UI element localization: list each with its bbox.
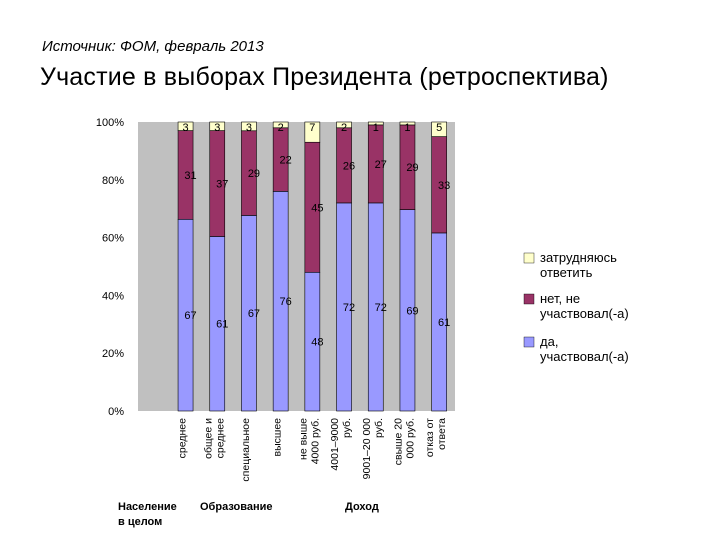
y-tick-label: 20%: [102, 348, 124, 360]
x-tick-label: высшее: [272, 418, 284, 457]
data-label: 26: [343, 160, 355, 172]
slide-title: Участие в выборах Президента (ретроспект…: [40, 63, 609, 91]
source-note: Источник: ФОМ, февраль 2013: [42, 38, 264, 55]
data-label: 61: [438, 317, 450, 329]
y-tick-label: 80%: [102, 175, 124, 187]
bar-segment: [399, 121, 416, 126]
data-label: 7: [309, 122, 315, 134]
data-label: 76: [280, 296, 292, 308]
bar-segment: [272, 121, 289, 129]
bar-segment: [241, 121, 257, 132]
x-tick-label: 9001–20 000руб.: [361, 418, 385, 479]
y-tick-label: 40%: [102, 290, 124, 302]
x-tick-label: общее исреднее: [202, 418, 226, 459]
bar-segment: [177, 121, 194, 131]
x-tick-label: 4001–9000руб.: [329, 418, 353, 471]
data-label: 29: [248, 168, 260, 180]
group-label: Доход: [345, 501, 379, 513]
y-tick-label: 60%: [102, 233, 124, 245]
y-tick-label: 100%: [96, 117, 124, 129]
bar-segment: [209, 121, 226, 131]
data-label: 69: [406, 305, 418, 317]
group-label: Образование: [200, 501, 273, 513]
legend-swatch: [523, 336, 535, 348]
legend-label: затрудняюсь ответить: [540, 250, 617, 280]
bar-segment: [304, 121, 321, 143]
legend-label: да, участвовал(-а): [540, 334, 629, 364]
x-tick-label: специальное: [240, 418, 252, 482]
data-label: 5: [436, 122, 442, 134]
data-label: 2: [278, 122, 284, 134]
group-label: Население в целом: [118, 501, 177, 528]
data-label: 48: [311, 337, 323, 349]
data-label: 72: [343, 302, 355, 314]
data-label: 3: [246, 122, 252, 134]
data-label: 2: [341, 122, 347, 134]
data-label: 37: [216, 179, 228, 191]
bar-segment: [431, 121, 447, 137]
data-label: 1: [373, 122, 379, 134]
data-label: 61: [216, 319, 228, 331]
data-label: 31: [184, 170, 196, 182]
data-label: 67: [184, 310, 196, 322]
legend-label: нет, не участвовал(-а): [540, 291, 629, 321]
x-tick-label: среднее: [177, 418, 189, 458]
data-label: 45: [311, 202, 323, 214]
data-label: 3: [182, 122, 188, 134]
x-tick-label: свыше 20000 руб.: [392, 418, 416, 465]
data-label: 72: [375, 302, 387, 314]
bar-segment: [336, 121, 352, 129]
y-tick-label: 0%: [108, 406, 124, 418]
data-label: 27: [375, 159, 387, 171]
data-label: 22: [280, 155, 292, 167]
legend-swatch: [523, 252, 535, 264]
x-tick-label: отказ отответа: [424, 418, 448, 457]
data-label: 29: [406, 162, 418, 174]
data-label: 3: [214, 122, 220, 134]
legend-swatch: [523, 293, 535, 305]
data-label: 1: [404, 122, 410, 134]
x-tick-label: не выше4000 руб.: [297, 418, 321, 464]
data-label: 33: [438, 180, 450, 192]
bar-segment: [367, 121, 384, 126]
data-label: 67: [248, 308, 260, 320]
